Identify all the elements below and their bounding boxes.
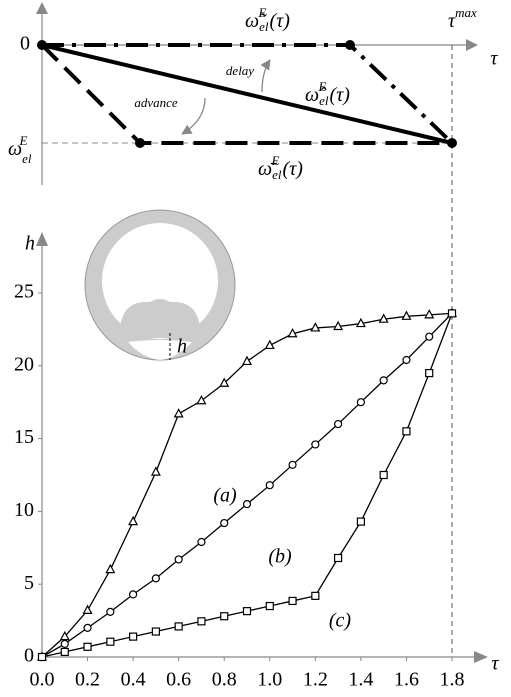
x-tick-label: 0.6 <box>166 669 191 691</box>
marker <box>220 612 229 621</box>
curve-sup: E <box>318 79 327 94</box>
marker <box>82 604 93 615</box>
curve-label: ω̂elE (τ) <box>305 79 350 108</box>
marker <box>105 563 116 574</box>
marker <box>402 427 411 436</box>
marker <box>197 617 206 626</box>
y-axis-label: h <box>25 233 35 255</box>
x-tick-label: 1.6 <box>394 669 419 691</box>
marker <box>447 309 457 318</box>
marker <box>288 460 297 469</box>
marker <box>129 590 138 599</box>
chart: h τ 0 5 10 15 20 25 0.0 0.2 0.4 0.6 0.8 1.0 1.2 1.4 1.6 1… <box>14 232 499 691</box>
curve-arg: (τ) <box>282 158 303 180</box>
marker <box>288 596 297 606</box>
x-tick-label: 1.2 <box>303 669 328 691</box>
x-axis-label: τ <box>491 653 499 675</box>
y-tick-label: 25 <box>14 281 34 303</box>
curve-arg: (τ) <box>269 10 290 32</box>
x-tick-label: 0.0 <box>30 669 55 691</box>
curve-label: ω̄elE (τ) <box>258 153 303 182</box>
series-label: (b) <box>268 546 292 568</box>
y-tick-label: 15 <box>14 426 34 448</box>
marker <box>83 623 92 632</box>
marker <box>287 327 298 338</box>
marker <box>265 601 274 611</box>
omega-label: ωelE <box>8 133 32 166</box>
marker <box>379 376 388 385</box>
marker <box>334 553 343 563</box>
marker <box>264 339 275 350</box>
marker <box>196 394 207 405</box>
marker <box>242 355 252 366</box>
marker <box>174 622 183 631</box>
marker <box>150 466 161 476</box>
marker <box>106 637 115 646</box>
marker <box>265 481 274 490</box>
advance-label: advance <box>134 95 178 110</box>
y-arrow <box>36 232 48 246</box>
curve-label: ω̃elE (τ) <box>245 5 290 34</box>
x-arrow <box>474 651 488 663</box>
marker <box>333 320 344 331</box>
tau-max: τmax <box>448 5 477 32</box>
y-tick-label: 10 <box>14 499 34 521</box>
series-label: (c) <box>329 610 352 632</box>
schematic: 0 τ τmax ωelE delay advance ω̃elE (τ) ω̂el… <box>8 2 498 657</box>
marker <box>356 517 365 526</box>
marker <box>378 313 389 323</box>
marker <box>220 518 229 528</box>
x-tick-label: 0.8 <box>212 669 237 691</box>
curve-sup: E <box>258 5 267 20</box>
x-tick-label: 0.4 <box>121 669 146 691</box>
inset: h <box>84 209 236 361</box>
marker <box>106 607 115 616</box>
x-tick-label: 1.0 <box>257 669 282 691</box>
marker <box>425 368 434 378</box>
marker <box>242 607 252 616</box>
y-tick-label: 20 <box>14 353 34 375</box>
marker <box>425 332 434 341</box>
curve-sub: el <box>272 167 282 182</box>
marker <box>402 355 411 365</box>
marker <box>334 419 343 429</box>
marker <box>310 322 321 332</box>
origin-label: 0 <box>20 33 30 55</box>
x-tick-label: 0.2 <box>75 669 100 691</box>
marker <box>311 591 320 600</box>
inset-label: h <box>177 336 187 358</box>
marker <box>197 537 206 547</box>
marker <box>60 639 69 648</box>
marker <box>60 647 69 657</box>
curve-sub: el <box>319 93 329 108</box>
marker <box>424 309 435 319</box>
marker <box>219 377 230 387</box>
marker <box>59 630 70 641</box>
marker <box>311 440 320 449</box>
delay-label: delay <box>226 63 254 78</box>
x-tick-label: 1.8 <box>440 669 465 691</box>
x-tick-label: 1.4 <box>348 669 373 691</box>
curve-arg: (τ) <box>329 84 350 106</box>
marker <box>355 317 366 328</box>
y-tick-label: 0 <box>24 645 34 667</box>
marker <box>129 632 138 641</box>
marker <box>83 642 92 651</box>
marker <box>128 515 139 526</box>
marker <box>401 310 412 320</box>
marker <box>37 652 47 662</box>
marker <box>173 408 184 418</box>
y-tick-label: 5 <box>24 572 34 594</box>
marker <box>356 398 365 407</box>
marker <box>242 500 252 509</box>
curve-sub: el <box>259 19 269 34</box>
marker <box>174 555 183 564</box>
marker <box>151 627 160 636</box>
marker <box>379 470 388 480</box>
series-label: (a) <box>213 485 237 507</box>
marker <box>151 574 160 583</box>
axis-label: τ <box>490 48 498 70</box>
curve-sup: E <box>271 153 280 168</box>
